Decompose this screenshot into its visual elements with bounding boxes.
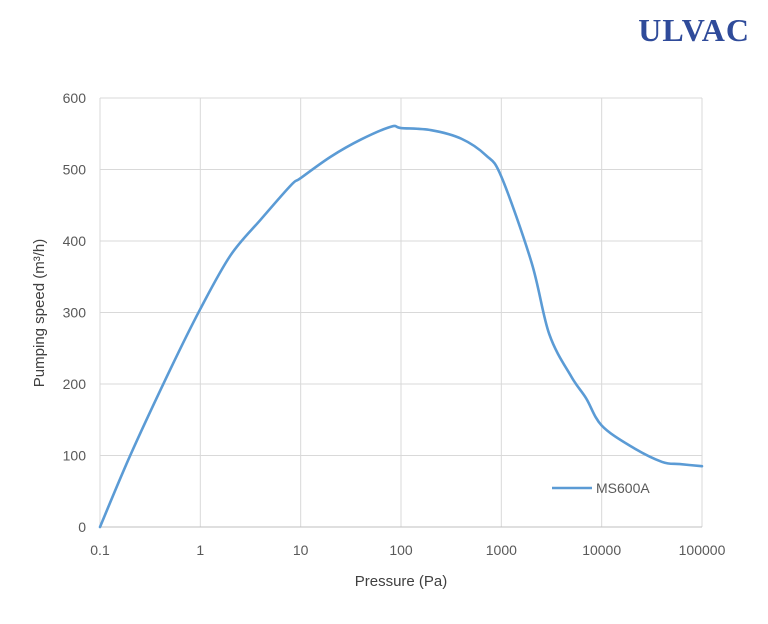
y-tick-label: 200 — [63, 376, 87, 392]
x-tick-label: 0.1 — [90, 542, 110, 558]
x-tick-label: 10 — [293, 542, 309, 558]
y-tick-label: 300 — [63, 305, 87, 321]
y-tick-label: 400 — [63, 233, 87, 249]
x-tick-labels: 0.1 1 10 100 1000 10000 100000 — [90, 542, 725, 558]
grid-lines — [99, 97, 703, 528]
y-axis-title: Pumping speed (m³/h) — [31, 239, 48, 387]
series-line-ms600a — [98, 124, 704, 529]
y-tick-label: 100 — [63, 448, 87, 464]
legend-label: MS600A — [596, 480, 650, 496]
x-tick-label: 1 — [196, 542, 204, 558]
y-tick-label: 600 — [63, 90, 87, 106]
x-tick-label: 10000 — [582, 542, 621, 558]
legend: MS600A — [552, 480, 650, 496]
x-tick-label: 1000 — [486, 542, 517, 558]
x-tick-label: 100 — [389, 542, 413, 558]
ulvac-logo: ULVAC — [638, 12, 750, 48]
y-tick-label: 0 — [78, 519, 86, 535]
y-tick-label: 500 — [63, 162, 87, 178]
x-tick-label: 100000 — [679, 542, 726, 558]
x-axis-title: Pressure (Pa) — [355, 573, 448, 590]
y-tick-labels: 0 100 200 300 400 500 600 — [63, 90, 87, 535]
series-group — [98, 124, 704, 529]
